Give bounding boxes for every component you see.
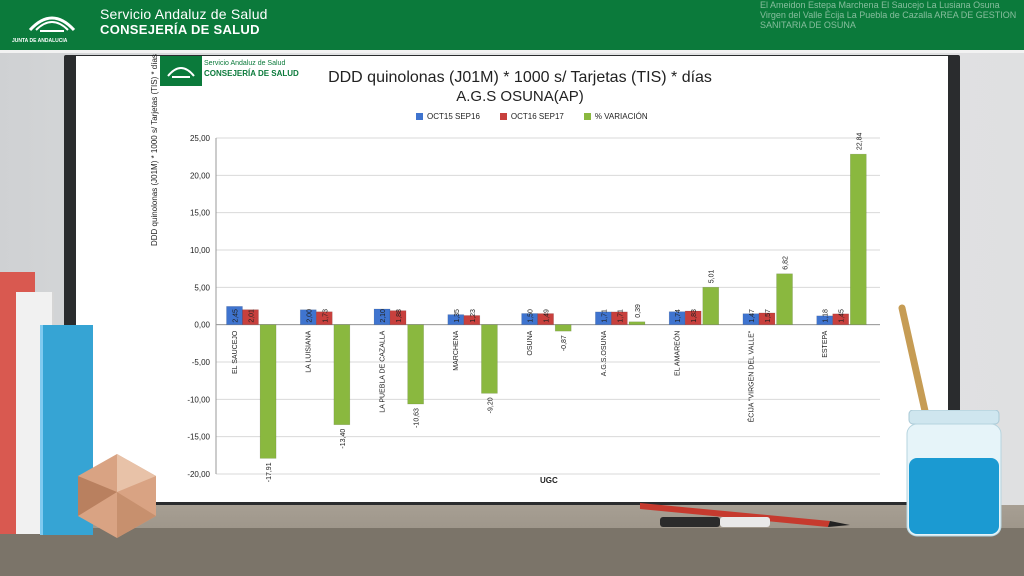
bar-2 — [242, 309, 259, 325]
data-label: 1,88 — [396, 309, 403, 323]
legend-item-series3: % VARIACIÓN — [583, 112, 648, 121]
bar-3 — [628, 321, 646, 325]
category-label: LA LUISIANA — [306, 330, 313, 372]
chart-panel — [160, 56, 886, 494]
bar-2 — [389, 310, 407, 325]
category-label: EL SAUCEJO — [232, 330, 239, 374]
town-names-decoration: El Ameidon Estepa Marchena El Saucejo La… — [760, 0, 1017, 30]
data-label: 1,35 — [454, 309, 461, 323]
header-divider — [0, 50, 1024, 53]
y-tick-label: -15,00 — [187, 433, 210, 442]
data-label: 1,23 — [470, 309, 477, 323]
bar-3 — [850, 153, 867, 325]
category-label: ÉCIJA "VIRGEN DEL VALLE" — [746, 330, 755, 422]
data-label: 1,73 — [322, 309, 329, 323]
category-label: EL AMAREÓN — [673, 331, 682, 376]
data-label: 22,84 — [856, 133, 863, 151]
y-tick-label: 25,00 — [190, 134, 211, 143]
y-axis-label: DDD quinolonas (J01M) * 1000 s/ Tarjetas… — [150, 54, 159, 246]
y-tick-label: -10,00 — [187, 395, 210, 404]
data-label: 1,45 — [839, 309, 846, 323]
category-label: A.G.S.OSUNA — [601, 330, 608, 376]
data-label: 1,49 — [544, 309, 551, 323]
legend-label-series3: % VARIACIÓN — [594, 112, 648, 121]
bar-2 — [537, 313, 554, 325]
brand-department: CONSEJERÍA DE SALUD — [100, 22, 260, 37]
bar-3 — [554, 324, 572, 332]
y-tick-label: 0,00 — [194, 321, 210, 330]
y-tick-label: -5,00 — [192, 358, 211, 367]
bar-2 — [832, 313, 850, 325]
pencil-icon — [640, 503, 850, 527]
category-label: ESTEPA — [822, 330, 829, 357]
data-label: 5,01 — [709, 270, 716, 284]
data-label: 2,00 — [306, 309, 313, 323]
legend-item-series2: OCT16 SEP17 — [499, 112, 564, 121]
legend-swatch-series1 — [416, 113, 423, 120]
bar-3 — [407, 324, 424, 405]
legend-swatch-series3 — [583, 113, 591, 120]
header-bar: JUNTA DE ANDALUCIA Servicio Andaluz de S… — [0, 0, 1024, 53]
category-label: OSUNA — [527, 330, 534, 355]
brand-name: Servicio Andaluz de Salud — [100, 6, 268, 22]
data-label: 2,01 — [248, 309, 255, 323]
bar-3 — [776, 273, 793, 325]
data-label: -13,40 — [340, 429, 347, 449]
bar-3 — [259, 324, 277, 459]
data-label: 1,50 — [528, 309, 535, 323]
category-label: MARCHENA — [453, 330, 460, 370]
data-label: 1,18 — [823, 309, 830, 323]
junta-andalucia-mini-logo-icon — [160, 56, 202, 86]
bar-2 — [463, 315, 481, 325]
x-axis-label: UGC — [540, 476, 558, 485]
legend-label-series2: OCT16 SEP17 — [510, 112, 564, 121]
y-tick-label: 5,00 — [194, 283, 210, 292]
panel-brand-department: CONSEJERÍA DE SALUD — [204, 69, 299, 78]
y-tick-label: 10,00 — [190, 246, 211, 255]
data-label: -0,87 — [561, 335, 568, 351]
data-label: 2,45 — [232, 309, 239, 323]
data-label: 1,83 — [691, 309, 698, 323]
data-label: -17,91 — [266, 462, 273, 482]
y-tick-label: 20,00 — [190, 171, 211, 180]
data-label: -10,63 — [414, 408, 421, 428]
bar-chart: 25,00 20,00 15,00 10,00 5,00 0,00 -5,00 -10,00 -… — [187, 133, 880, 482]
legend-swatch-series2 — [499, 113, 507, 120]
data-label: 1,74 — [675, 309, 682, 323]
chart-title: DDD quinolonas (J01M) * 1000 s/ Tarjetas… — [328, 69, 712, 86]
data-label: 1,71 — [617, 309, 624, 323]
geometric-wooden-ornament-icon — [78, 454, 156, 538]
bar-2 — [611, 311, 628, 325]
data-label: -9,20 — [487, 397, 494, 413]
bar-1 — [668, 311, 686, 325]
bar-3 — [333, 324, 351, 426]
y-tick-label: -20,00 — [187, 470, 210, 479]
logo-caption: JUNTA DE ANDALUCIA — [12, 38, 68, 44]
data-label: 6,82 — [783, 256, 790, 270]
y-tick-label: 15,00 — [190, 209, 211, 218]
chart-subtitle: A.G.S OSUNA(AP) — [456, 88, 584, 105]
legend-item-series1: OCT15 SEP16 — [416, 112, 480, 121]
bar-3 — [481, 324, 498, 394]
legend-label-series1: OCT15 SEP16 — [427, 112, 480, 121]
data-label: 1,71 — [601, 309, 608, 323]
bar-2 — [758, 312, 776, 325]
data-label: 1,57 — [765, 309, 772, 323]
data-label: 0,39 — [635, 304, 642, 318]
chart-legend: OCT15 SEP16 OCT16 SEP17 % VARIACIÓN — [416, 112, 648, 121]
panel-brand-name: Servicio Andaluz de Salud — [204, 60, 286, 67]
shelf-edge — [0, 528, 1024, 576]
bar-2 — [684, 310, 702, 325]
data-label: 1,47 — [749, 309, 756, 323]
data-label: 2,10 — [380, 309, 387, 323]
bar-2 — [315, 311, 333, 325]
bar-3 — [702, 286, 720, 325]
junta-andalucia-logo-icon — [28, 16, 76, 32]
water-jar-icon — [906, 410, 1002, 537]
category-label: LA PUEBLA DE CAZALLA — [379, 330, 386, 412]
